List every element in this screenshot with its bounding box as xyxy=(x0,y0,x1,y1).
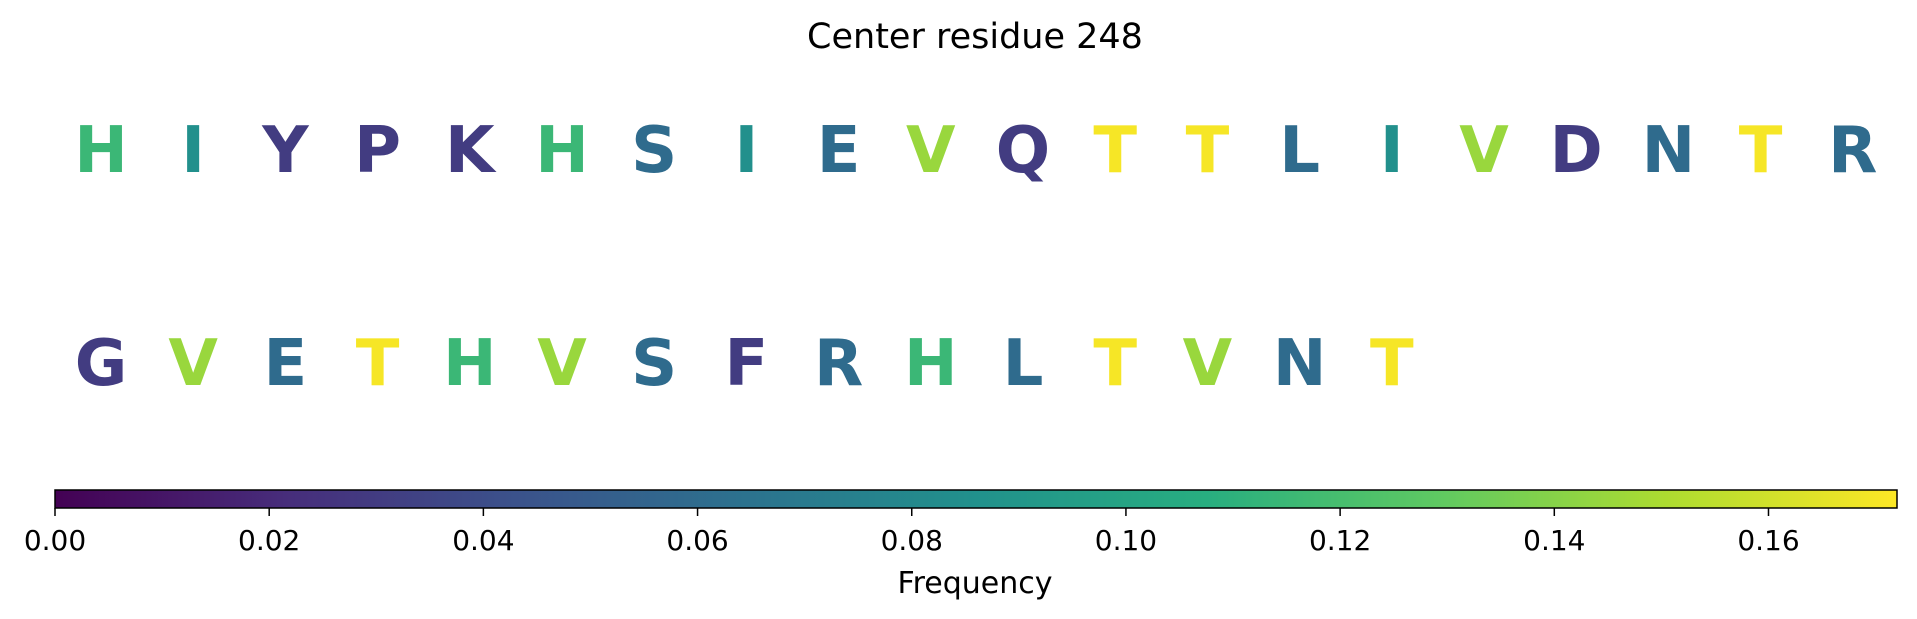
colorbar-tick-label: 0.02 xyxy=(238,524,300,557)
colorbar-tick-label: 0.14 xyxy=(1523,524,1585,557)
colorbar-tick-label: 0.12 xyxy=(1309,524,1371,557)
residue-letter: Y xyxy=(261,114,309,188)
colorbar-tick-label: 0.06 xyxy=(666,524,728,557)
residue-letter: D xyxy=(1550,114,1603,188)
residue-letter: V xyxy=(168,327,218,401)
residue-letter: V xyxy=(906,114,956,188)
residues-layer: H I Y P K H S I E V Q T T L I V D N T RG V E T H V S F R H L T V N T xyxy=(74,114,1877,401)
residue-letter: S xyxy=(631,327,677,401)
residue-letter: T xyxy=(1093,327,1137,401)
residue-letter: T xyxy=(356,327,400,401)
residue-letter: T xyxy=(1739,114,1783,188)
colorbar-tick-label: 0.04 xyxy=(452,524,514,557)
residue-letter: R xyxy=(1828,114,1877,188)
residue-letter: L xyxy=(1003,327,1044,401)
colorbar-ticks: 0.00 0.02 0.04 0.06 0.08 0.10 0.12 0.14 0.16 xyxy=(24,508,1800,557)
residue-letter: G xyxy=(75,327,128,401)
colorbar-tick-label: 0.00 xyxy=(24,524,86,557)
residue-letter: Q xyxy=(996,114,1050,188)
colorbar-label: Frequency xyxy=(898,566,1053,601)
residue-letter: E xyxy=(264,327,308,401)
residue-letter: H xyxy=(443,327,497,401)
residue-letter: K xyxy=(445,114,497,188)
colorbar-tick-label: 0.10 xyxy=(1095,524,1157,557)
residue-letter: H xyxy=(904,327,958,401)
residue-letter: T xyxy=(1370,327,1414,401)
residue-letter: N xyxy=(1642,114,1696,188)
residue-letter: H xyxy=(535,114,589,188)
residue-letter: R xyxy=(814,327,863,401)
residue-letter: V xyxy=(537,327,587,401)
colorbar xyxy=(54,489,1898,509)
chart-title: Center residue 248 xyxy=(807,17,1143,57)
residue-letter: I xyxy=(1380,114,1404,188)
colorbar-tick-label: 0.16 xyxy=(1737,524,1799,557)
residue-letter: I xyxy=(181,114,205,188)
residue-letter: V xyxy=(1459,114,1509,188)
residue-letter: T xyxy=(1186,114,1230,188)
residue-letter: F xyxy=(725,327,769,401)
residue-letter: S xyxy=(631,114,677,188)
residue-letter: V xyxy=(1183,327,1233,401)
colorbar-tick-label: 0.08 xyxy=(881,524,943,557)
residue-letter: N xyxy=(1273,327,1327,401)
residue-letter: H xyxy=(74,114,128,188)
residue-letter: T xyxy=(1093,114,1137,188)
residue-letter: I xyxy=(734,114,758,188)
residue-letter: E xyxy=(817,114,861,188)
residue-letter: L xyxy=(1279,114,1320,188)
residue-letter: P xyxy=(354,114,401,188)
